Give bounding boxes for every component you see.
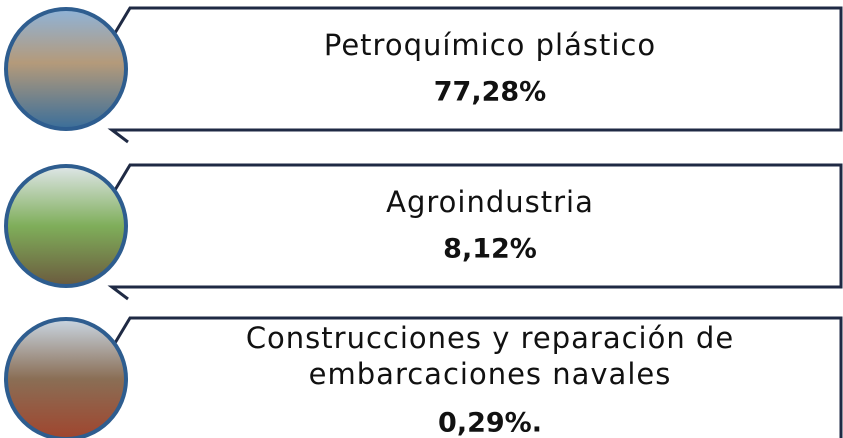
photo — [6, 319, 126, 438]
item-value: 0,29%. — [438, 408, 542, 438]
item-label: Petroquímico plástico — [324, 28, 656, 62]
page: Petroquímico plástico 77,28% Agroindustria… — [0, 0, 843, 438]
item-label: embarcaciones navales — [309, 357, 672, 391]
item-value: 8,12% — [443, 234, 537, 265]
infographic: Petroquímico plástico 77,28% Agroindustria… — [0, 0, 843, 438]
item-value: 77,28% — [434, 77, 546, 108]
item-label: Construcciones y reparación de — [246, 321, 734, 355]
photo — [6, 9, 126, 129]
item-label: Agroindustria — [386, 185, 594, 219]
photo — [6, 166, 126, 286]
